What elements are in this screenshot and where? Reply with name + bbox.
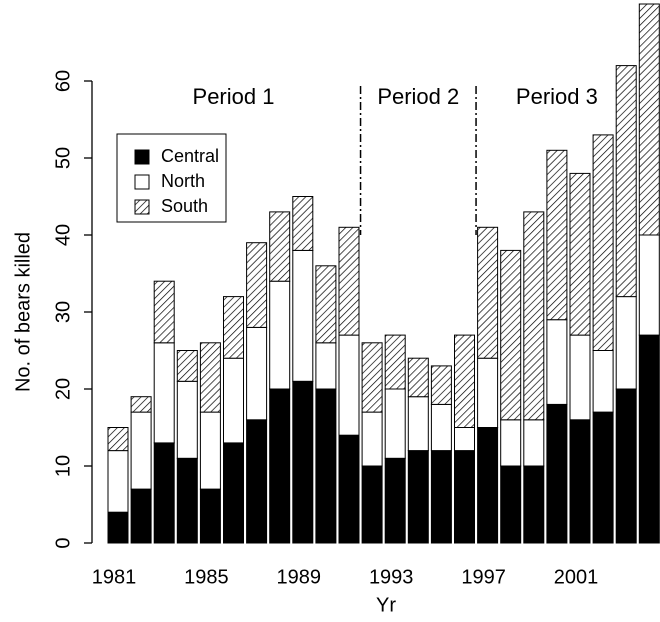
- bar-segment: [153, 342, 175, 444]
- bar-segment: [269, 211, 291, 282]
- bar-segment: [430, 450, 452, 544]
- bar-segment: [338, 334, 360, 436]
- bar-segment: [407, 396, 429, 452]
- bar-segment: [153, 442, 175, 544]
- legend-label: North: [161, 171, 205, 191]
- bar-segment: [454, 334, 475, 429]
- y-tick-label: 20: [52, 378, 74, 400]
- bar-segment: [615, 388, 637, 544]
- bar-segment: [592, 411, 614, 544]
- bar-segment: [153, 280, 175, 344]
- legend-swatch: [134, 174, 150, 190]
- x-tick-label: 1993: [369, 566, 414, 588]
- bar-segment: [638, 334, 660, 544]
- bar-segment: [384, 334, 406, 390]
- bar-segment: [523, 211, 545, 421]
- legend-swatch: [134, 199, 150, 215]
- bar-segment: [454, 427, 475, 452]
- bar-segment: [477, 427, 499, 544]
- bar-segment: [384, 457, 406, 544]
- x-tick-label: 1989: [277, 566, 322, 588]
- bar-segment: [176, 350, 198, 382]
- y-tick-label: 10: [52, 455, 74, 477]
- legend-swatch: [134, 149, 150, 165]
- bar-segment: [407, 357, 429, 398]
- bar-segment: [199, 411, 221, 490]
- bar-segment: [338, 434, 360, 544]
- bar-segment: [269, 280, 291, 390]
- x-axis-label: Yr: [376, 594, 396, 616]
- bar-segment: [500, 419, 522, 467]
- y-tick-label: 60: [52, 70, 74, 92]
- bar-segment: [430, 403, 452, 452]
- bar-segment: [246, 326, 268, 421]
- bar-segment: [477, 357, 499, 429]
- bar-segment: [199, 488, 221, 544]
- bar-segment: [523, 419, 545, 467]
- bar-segment: [246, 419, 268, 544]
- bar-segment: [361, 465, 383, 544]
- bar-segment: [361, 411, 383, 467]
- bar-segment: [292, 380, 314, 544]
- x-tick-label: 2001: [554, 566, 599, 588]
- bar-segment: [615, 65, 637, 298]
- bar-segment: [454, 450, 475, 544]
- bar-segment: [407, 450, 429, 544]
- legend-label: Central: [161, 146, 219, 166]
- period-label: Period 3: [516, 84, 598, 109]
- bar-segment: [477, 226, 499, 359]
- y-tick-label: 0: [52, 537, 74, 548]
- bar-segment: [384, 388, 406, 459]
- bar-segment: [546, 319, 568, 405]
- bar-segment: [107, 450, 129, 513]
- bar-segment: [500, 249, 522, 421]
- y-axis-label: No. of bears killed: [12, 232, 34, 392]
- bar-segment: [130, 488, 152, 544]
- y-tick-label: 50: [52, 147, 74, 169]
- bar-segment: [107, 511, 129, 544]
- x-tick-label: 1997: [461, 566, 506, 588]
- bar-segment: [430, 365, 452, 405]
- bar-segment: [130, 396, 152, 413]
- bar-segment: [246, 242, 268, 328]
- bar-segment: [500, 465, 522, 544]
- bar-segment: [569, 334, 591, 421]
- bar-segment: [638, 3, 660, 236]
- bar-segment: [223, 296, 244, 359]
- period-label: Period 1: [193, 84, 275, 109]
- bar-segment: [315, 342, 337, 390]
- bar-segment: [107, 427, 129, 452]
- bar-segment: [176, 457, 198, 544]
- bar-segment: [223, 442, 244, 544]
- bar-segment: [176, 380, 198, 459]
- period-label: Period 2: [377, 84, 459, 109]
- bar-segment: [569, 172, 591, 336]
- y-tick-label: 30: [52, 301, 74, 323]
- bar-segment: [315, 388, 337, 544]
- legend-label: South: [161, 196, 208, 216]
- bar-segment: [569, 419, 591, 544]
- bar-segment: [269, 388, 291, 544]
- bar-segment: [615, 296, 637, 390]
- bar-segment: [199, 342, 221, 413]
- bar-segment: [546, 403, 568, 544]
- bar-segment: [315, 265, 337, 344]
- y-tick-label: 40: [52, 224, 74, 246]
- bar-segment: [361, 342, 383, 413]
- bar-segment: [638, 234, 660, 336]
- bar-segment: [592, 350, 614, 413]
- bar-segment: [592, 134, 614, 351]
- bar-segment: [292, 196, 314, 251]
- bar-segment: [130, 411, 152, 490]
- bar-segment: [523, 465, 545, 544]
- bar-segment: [338, 226, 360, 336]
- bar-segment: [546, 149, 568, 321]
- bar-segment: [292, 249, 314, 382]
- bar-segment: [223, 357, 244, 444]
- x-tick-label: 1981: [92, 566, 137, 588]
- x-tick-label: 1985: [184, 566, 229, 588]
